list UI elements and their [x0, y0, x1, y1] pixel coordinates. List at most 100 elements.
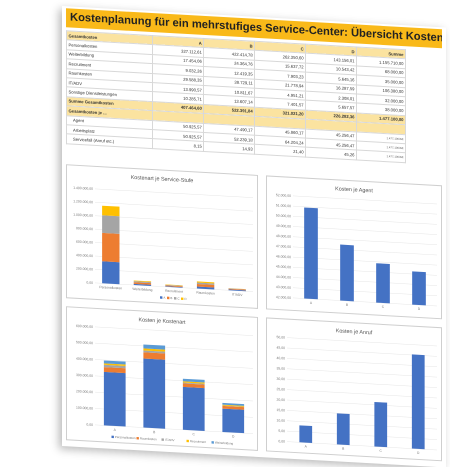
bar-segment: [103, 364, 126, 369]
y-tick-label: 5,00: [278, 429, 285, 433]
bar-segment: [222, 402, 245, 406]
bar-segment: [196, 281, 215, 284]
y-tick-label: 43.000,00: [276, 285, 291, 290]
y-tick-label: 42.000,00: [276, 295, 291, 300]
y-tick-label: 48.000,00: [276, 234, 291, 239]
legend-label: D: [184, 297, 187, 301]
bar-segment: [228, 288, 246, 290]
x-tick-label: B: [153, 430, 156, 434]
legend-swatch: [211, 441, 214, 444]
y-tick-label: 20,00: [277, 398, 286, 402]
x-tick-label: D: [418, 307, 421, 311]
legend-label: C: [177, 296, 180, 300]
legend-swatch: [174, 297, 177, 300]
bar-segment: [143, 344, 166, 350]
bar-segment: [182, 381, 205, 384]
legend-swatch: [167, 296, 170, 300]
bar-segment: [228, 288, 246, 290]
legend-label: Personalkosten: [115, 435, 136, 440]
chart-panel-kostenart: Kosten je Kostenart 0,00 100.000,00 200.00…: [66, 306, 258, 451]
y-tick-label: 300.000,00: [76, 373, 93, 378]
bar-segment: [143, 348, 166, 352]
x-tick-label: A: [114, 428, 117, 432]
bar-segment: [222, 405, 245, 408]
y-tick-label: 46.000,00: [276, 254, 291, 259]
y-tick-label: 800.000,00: [76, 226, 93, 231]
y-tick-label: 600.000,00: [76, 324, 93, 329]
bar-segment: [102, 205, 120, 217]
bar-segment: [182, 386, 205, 431]
y-tick-label: 200.000,00: [76, 389, 93, 394]
y-tick-label: 0,00: [278, 439, 285, 443]
x-tick-label: Weiterbildung: [132, 287, 152, 292]
gridline: [95, 269, 253, 279]
legend-swatch: [136, 436, 139, 440]
chart-agent: 42.000,00 43.000,00 44.000,00 45.000,00 46.0…: [276, 193, 437, 311]
y-tick-label: 15,00: [277, 408, 286, 412]
chart-panel-anruf: Kosten je Anruf 0,00 5,00 10,00 15,00 20,00 2…: [266, 317, 442, 462]
cell-value: 21,40: [254, 144, 306, 157]
gridline: [293, 205, 437, 215]
x-tick-label: Raumkosten: [196, 291, 215, 296]
y-tick-label: 45,00: [277, 346, 286, 350]
bar-segment: [222, 404, 245, 407]
spreadsheet-page: Kostenplanung für ein mehrstufiges Servi…: [62, 6, 446, 467]
bar-segment: [222, 408, 245, 434]
x-tick-label: B: [342, 447, 345, 451]
bar-segment: [143, 350, 166, 354]
gridline: [95, 215, 253, 225]
y-tick-label: 47.000,00: [276, 244, 291, 249]
y-tick-label: 1.400.000,00: [73, 186, 93, 191]
bar-segment: [182, 383, 205, 389]
y-tick-label: 51.000,00: [276, 203, 291, 208]
chart-panel-stufe: Kostenart je Service-Stufe 0,00 200.000,0…: [66, 164, 258, 309]
y-tick-label: 45.000,00: [276, 265, 291, 270]
bar-segment: [133, 281, 152, 284]
bar: [340, 244, 354, 302]
y-tick-label: 25,00: [277, 387, 286, 391]
gridline: [95, 188, 253, 198]
legend-label: Raumkosten: [140, 436, 157, 441]
bar: [299, 425, 313, 443]
chart-anruf: 0,00 5,00 10,00 15,00 20,00 25,00 30,00 35,00 40…: [277, 335, 437, 455]
bar-segment: [228, 288, 246, 291]
bar-segment: [133, 280, 152, 283]
x-tick-label: A: [310, 301, 313, 305]
bar-segment: [196, 286, 215, 290]
legend-swatch: [161, 438, 164, 441]
gridline: [95, 326, 253, 336]
bar-segment: [165, 284, 183, 287]
legend-label: A: [163, 296, 165, 300]
legend-swatch: [181, 297, 184, 300]
gridline: [287, 337, 437, 347]
y-tick-label: 200.000,00: [76, 267, 93, 272]
bar: [304, 207, 318, 300]
cell-note: 1.477,100/AE: [356, 150, 406, 163]
chart-stufe: 0,00 200.000,00 400.000,00 600.000,00 800.00…: [73, 186, 253, 301]
y-tick-label: 400.000,00: [76, 253, 93, 258]
gridline: [95, 202, 253, 212]
y-tick-label: 50,00: [277, 335, 286, 339]
y-tick-label: 0,00: [86, 423, 93, 427]
bar: [336, 413, 350, 446]
bar-segment: [102, 215, 120, 234]
bar-segment: [143, 352, 166, 360]
y-tick-label: 600.000,00: [76, 240, 93, 245]
x-tick-label: C: [382, 305, 385, 309]
bar-segment: [103, 360, 126, 365]
bar: [376, 263, 390, 304]
bar-segment: [103, 371, 126, 427]
bar-segment: [143, 358, 166, 429]
x-tick-label: A: [305, 445, 308, 449]
bar: [374, 401, 388, 448]
x-tick-label: C: [380, 449, 383, 453]
legend-label: Recruitment: [190, 439, 206, 444]
x-tick-label: D: [232, 435, 235, 439]
cell-value: 45,26: [305, 147, 357, 160]
cell-value: 8,15: [152, 138, 204, 152]
legend-label: IT/ADV: [165, 438, 175, 443]
bar-segment: [196, 283, 215, 288]
y-tick-label: 52.000,00: [276, 193, 291, 198]
y-tick-label: 40,00: [277, 356, 286, 360]
x-tick-label: Personalkosten: [99, 285, 122, 290]
